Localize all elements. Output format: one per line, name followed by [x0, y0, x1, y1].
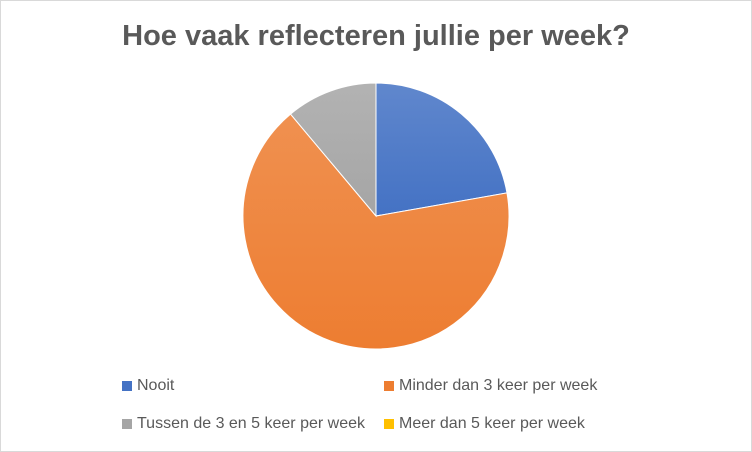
legend-label: Minder dan 3 keer per week — [399, 377, 598, 394]
legend-swatch — [384, 381, 394, 391]
pie-slice-2 — [289, 82, 377, 218]
legend-label: Meer dan 5 keer per week — [399, 415, 585, 432]
legend-swatch — [384, 419, 394, 429]
legend-item-meer: Meer dan 5 keer per week — [384, 415, 585, 433]
pie-slice-0 — [375, 82, 508, 217]
legend-label: Tussen de 3 en 5 keer per week — [137, 415, 365, 432]
legend-swatch — [122, 381, 132, 391]
legend-swatch — [122, 419, 132, 429]
legend-label: Nooit — [137, 377, 175, 394]
pie-slice-1 — [242, 113, 510, 350]
legend-item-nooit: Nooit — [122, 377, 174, 395]
chart-title: Hoe vaak reflecteren jullie per week? — [122, 20, 630, 52]
legend-item-tussen: Tussen de 3 en 5 keer per week — [122, 415, 365, 433]
legend-item-minder: Minder dan 3 keer per week — [384, 377, 597, 395]
